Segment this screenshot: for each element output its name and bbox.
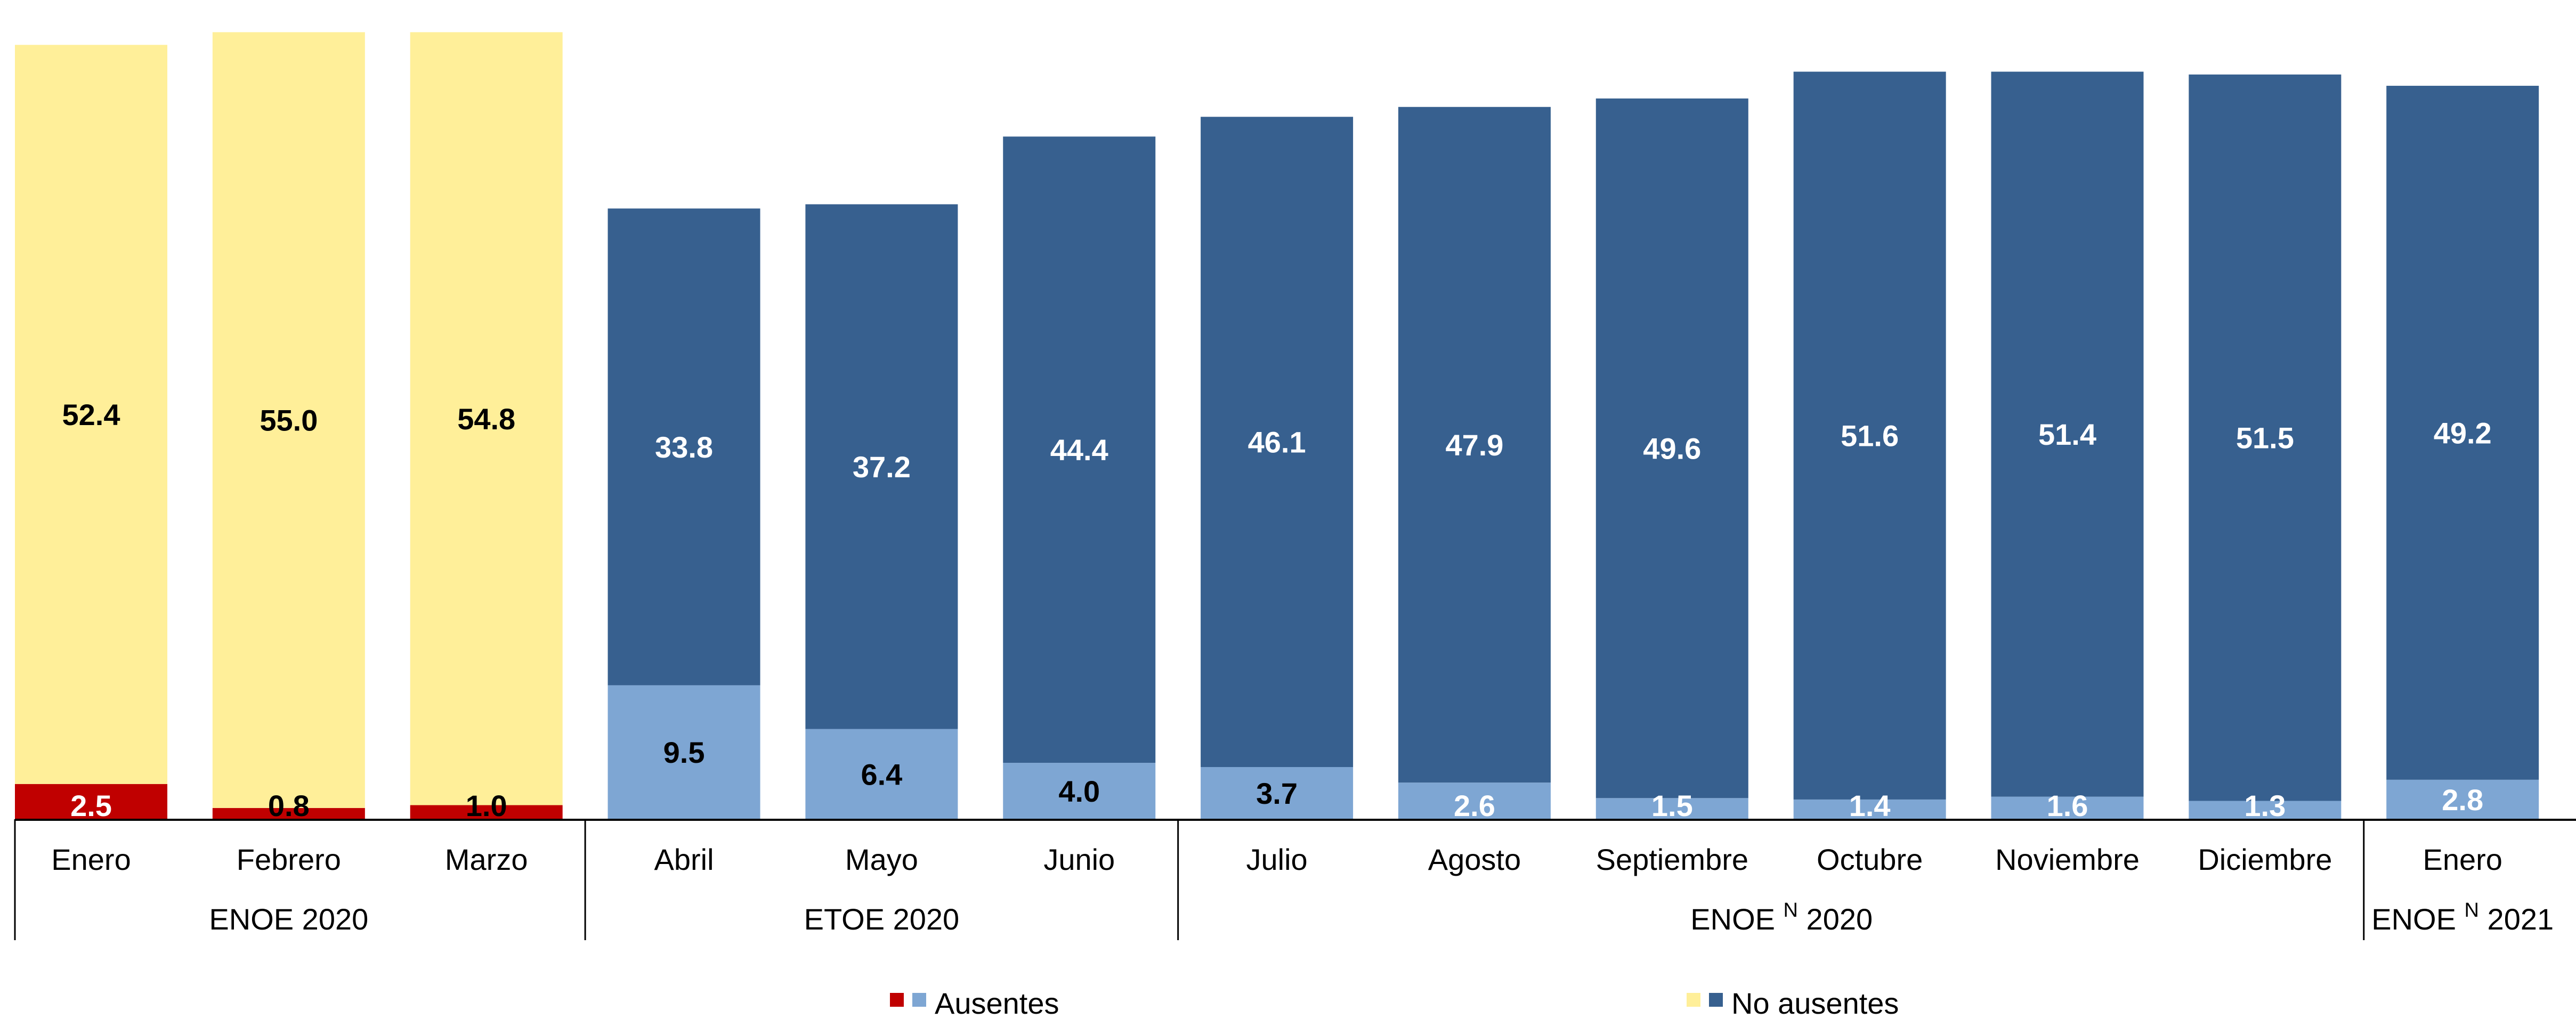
bar-no-ausentes-2 [212, 32, 365, 808]
bars [15, 32, 2539, 819]
bar-ausentes-12 [2189, 801, 2342, 819]
group-label-3: ENOE N 2020 [1690, 899, 1873, 936]
label-ausentes-7: 3.7 [1256, 777, 1298, 810]
label-no-ausentes-6: 44.4 [1050, 433, 1108, 467]
tick-label-1: Enero [51, 843, 131, 876]
legend-swatch-2-b [1709, 993, 1723, 1007]
bar-no-ausentes-8 [1398, 107, 1551, 783]
label-ausentes-2: 0.8 [268, 789, 310, 822]
bar-ausentes-3 [410, 805, 563, 819]
tick-label-9: Septiembre [1596, 843, 1748, 876]
label-no-ausentes-3: 54.8 [457, 402, 515, 436]
tick-label-10: Octubre [1817, 843, 1923, 876]
tick-label-5: Mayo [845, 843, 918, 876]
legend-label-1: Ausentes [935, 987, 1059, 1019]
group-label-2: ETOE 2020 [804, 902, 960, 936]
tick-label-3: Marzo [445, 843, 528, 876]
label-ausentes-8: 2.6 [1454, 789, 1495, 822]
label-ausentes-10: 1.4 [1849, 789, 1891, 822]
tick-label-13: Enero [2423, 843, 2502, 876]
label-no-ausentes-2: 55.0 [260, 404, 318, 437]
bar-no-ausentes-3 [410, 32, 563, 805]
label-ausentes-5: 6.4 [861, 757, 902, 791]
bar-ausentes-9 [1595, 798, 1748, 819]
bar-no-ausentes-12 [2189, 74, 2342, 801]
tick-label-8: Agosto [1428, 843, 1521, 876]
bar-ausentes-13 [2386, 779, 2539, 819]
legend-swatch-1-a [890, 993, 904, 1007]
tick-label-6: Junio [1043, 843, 1115, 876]
data-labels: 52.4 2.5 55.0 0.8 54.8 1.0 33.8 9.5 37.2 6.4 44.4 4… [62, 398, 2492, 822]
bar-no-ausentes-5 [805, 204, 958, 729]
bar-ausentes-10 [1793, 799, 1946, 819]
tick-label-7: Julio [1246, 843, 1308, 876]
tick-label-11: Noviembre [1995, 843, 2140, 876]
bar-no-ausentes-4 [607, 208, 760, 686]
group-label-4: ENOE N 2021 [2371, 899, 2554, 936]
bar-ausentes-1 [15, 784, 167, 819]
group-label-1: ENOE 2020 [209, 902, 368, 936]
label-ausentes-1: 2.5 [70, 789, 112, 822]
label-no-ausentes-8: 47.9 [1445, 428, 1503, 462]
bar-no-ausentes-7 [1201, 117, 1354, 768]
label-ausentes-4: 9.5 [663, 736, 705, 769]
label-no-ausentes-9: 49.6 [1643, 432, 1701, 466]
bar-no-ausentes-1 [15, 45, 167, 784]
label-no-ausentes-11: 51.4 [2038, 418, 2096, 451]
bar-no-ausentes-9 [1595, 98, 1748, 798]
legend-swatch-2-a [1687, 993, 1700, 1007]
label-no-ausentes-1: 52.4 [62, 398, 120, 431]
label-no-ausentes-13: 49.2 [2434, 416, 2492, 450]
bar-ausentes-6 [1003, 763, 1156, 819]
label-no-ausentes-4: 33.8 [655, 430, 713, 464]
bar-no-ausentes-11 [1991, 71, 2144, 797]
label-no-ausentes-10: 51.6 [1841, 419, 1899, 453]
legend: Ausentes No ausentes [890, 987, 1899, 1019]
bar-ausentes-2 [212, 808, 365, 819]
bar-no-ausentes-10 [1793, 71, 1946, 800]
bar-ausentes-11 [1991, 796, 2144, 819]
bar-ausentes-4 [607, 685, 760, 819]
tick-label-4: Abril [654, 843, 714, 876]
label-no-ausentes-7: 46.1 [1248, 426, 1306, 459]
bar-no-ausentes-6 [1003, 136, 1156, 763]
label-ausentes-13: 2.8 [2442, 783, 2483, 817]
bar-ausentes-7 [1201, 767, 1354, 819]
label-no-ausentes-12: 51.5 [2236, 421, 2294, 455]
tick-label-12: Diciembre [2198, 843, 2332, 876]
tick-label-2: Febrero [237, 843, 341, 876]
label-ausentes-3: 1.0 [466, 789, 507, 822]
bar-no-ausentes-13 [2386, 86, 2539, 780]
category-axis: Enero Febrero Marzo Abril Mayo Junio Julio Agos… [14, 819, 2576, 940]
label-ausentes-11: 1.6 [2047, 789, 2088, 822]
label-ausentes-6: 4.0 [1058, 775, 1100, 808]
bar-ausentes-5 [805, 729, 958, 819]
bar-ausentes-8 [1398, 782, 1551, 819]
legend-label-2: No ausentes [1731, 987, 1899, 1019]
label-ausentes-9: 1.5 [1651, 789, 1693, 822]
label-ausentes-12: 1.3 [2244, 789, 2286, 822]
label-no-ausentes-5: 37.2 [853, 450, 911, 484]
legend-swatch-1-b [912, 993, 926, 1007]
